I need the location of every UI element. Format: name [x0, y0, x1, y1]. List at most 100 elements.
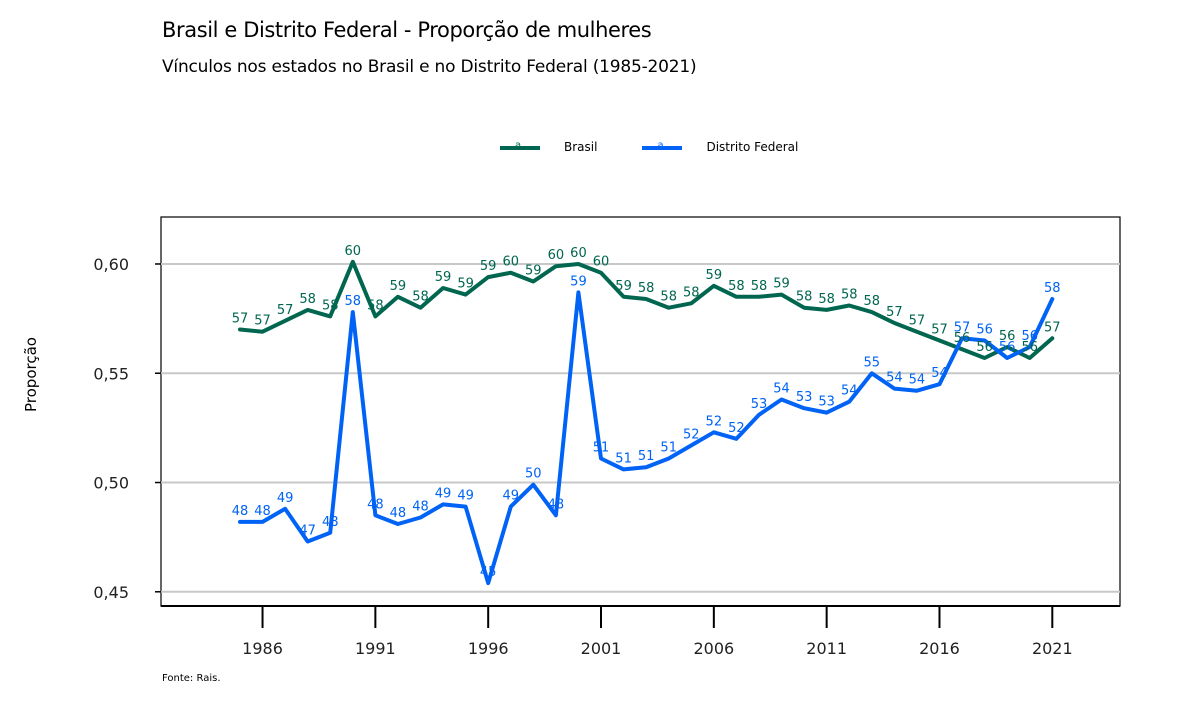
data-label-brasil: 59 [480, 259, 497, 274]
data-label-brasil: 59 [706, 268, 723, 283]
data-label-distrito-federal: 48 [367, 497, 384, 512]
data-label-brasil: 60 [570, 246, 587, 261]
x-tick-label: 2016 [919, 639, 960, 658]
data-label-brasil: 59 [525, 263, 542, 278]
data-label-distrito-federal: 48 [412, 499, 429, 514]
data-label-distrito-federal: 49 [502, 489, 519, 504]
data-label-distrito-federal: 47 [299, 524, 316, 539]
data-label-distrito-federal: 54 [931, 366, 948, 381]
data-label-distrito-federal: 52 [728, 421, 745, 436]
data-label-brasil: 58 [751, 279, 768, 294]
x-tick-label: 2006 [693, 639, 734, 658]
data-label-brasil: 58 [818, 292, 835, 307]
legend-item-distrito-federal: a Distrito Federal [642, 140, 798, 154]
data-label-brasil: 56 [999, 329, 1016, 344]
data-label-distrito-federal: 48 [232, 504, 249, 519]
data-label-distrito-federal: 53 [818, 395, 835, 410]
data-label-brasil: 57 [277, 303, 294, 318]
series-line-brasil [238, 259, 1055, 360]
data-label-brasil: 57 [1044, 320, 1061, 335]
data-label-brasil: 60 [502, 255, 519, 270]
data-label-brasil: 57 [886, 305, 903, 320]
data-label-distrito-federal: 49 [435, 486, 452, 501]
data-label-brasil: 60 [345, 244, 362, 259]
data-label-brasil: 58 [299, 292, 316, 307]
data-label-distrito-federal: 55 [864, 355, 881, 370]
data-label-distrito-federal: 48 [548, 497, 565, 512]
y-tick-label: 0,45 [93, 583, 129, 602]
data-label-brasil: 59 [435, 270, 452, 285]
plot-frame [160, 216, 1121, 607]
data-label-distrito-federal: 56 [976, 322, 993, 337]
data-label-distrito-federal: 54 [886, 371, 903, 386]
data-label-brasil: 59 [615, 279, 632, 294]
data-label-brasil: 58 [796, 290, 813, 305]
data-label-brasil: 56 [954, 331, 971, 346]
data-label-brasil: 58 [841, 288, 858, 303]
source-note: Fonte: Rais. [162, 673, 221, 684]
x-tick-label: 2001 [581, 639, 622, 658]
legend-item-brasil: a Brasil [500, 140, 597, 154]
data-label-distrito-federal: 58 [345, 294, 362, 309]
data-label-brasil: 58 [728, 279, 745, 294]
data-label-distrito-federal: 45 [480, 565, 497, 580]
data-label-brasil: 56 [976, 340, 993, 355]
data-label-brasil: 57 [232, 312, 249, 327]
y-tick-label: 0,55 [93, 364, 129, 383]
data-label-distrito-federal: 48 [390, 506, 407, 521]
data-label-distrito-federal: 52 [706, 414, 723, 429]
data-label-brasil: 58 [864, 294, 881, 309]
data-label-distrito-federal: 53 [751, 397, 768, 412]
data-label-distrito-federal: 59 [570, 274, 587, 289]
data-label-brasil: 59 [390, 279, 407, 294]
data-label-distrito-federal: 49 [457, 489, 474, 504]
x-tick-label: 1991 [355, 639, 396, 658]
legend-label-brasil: Brasil [564, 140, 598, 154]
y-tick-label: 0,50 [93, 474, 129, 493]
x-tick-label: 2021 [1032, 639, 1073, 658]
data-label-distrito-federal: 57 [954, 320, 971, 335]
data-label-brasil: 60 [548, 248, 565, 263]
x-tick-label: 1996 [468, 639, 509, 658]
data-label-distrito-federal: 52 [683, 427, 700, 442]
data-label-brasil: 57 [931, 322, 948, 337]
data-label-distrito-federal: 48 [322, 515, 339, 530]
legend: a Brasil a Distrito Federal [500, 140, 843, 154]
data-label-distrito-federal: 54 [909, 373, 926, 388]
data-label-distrito-federal: 51 [615, 451, 632, 466]
data-label-brasil: 58 [367, 298, 384, 313]
data-label-brasil: 57 [254, 314, 271, 329]
data-label-brasil: 58 [638, 281, 655, 296]
data-label-brasil: 58 [322, 298, 339, 313]
data-label-brasil: 57 [909, 314, 926, 329]
x-tick-label: 1986 [242, 639, 283, 658]
data-label-distrito-federal: 58 [1044, 281, 1061, 296]
data-label-distrito-federal: 51 [638, 449, 655, 464]
legend-key-brasil: a [500, 140, 540, 154]
data-label-brasil: 59 [773, 277, 790, 292]
data-label-distrito-federal: 49 [277, 491, 294, 506]
chart-title: Brasil e Distrito Federal - Proporção de… [162, 18, 652, 42]
data-label-brasil: 58 [412, 290, 429, 305]
series-line-distrito-federal [238, 290, 1055, 586]
data-label-brasil: 58 [660, 290, 677, 305]
data-label-brasil: 60 [593, 255, 610, 270]
chart-subtitle: Vínculos nos estados no Brasil e no Dist… [162, 57, 697, 77]
data-label-distrito-federal: 54 [773, 381, 790, 396]
data-label-distrito-federal: 50 [525, 467, 542, 482]
data-label-distrito-federal: 56 [999, 340, 1016, 355]
data-label-brasil: 58 [683, 285, 700, 300]
x-tick-label: 2011 [806, 639, 847, 658]
data-label-distrito-federal: 54 [841, 384, 858, 399]
y-tick-label: 0,60 [93, 255, 129, 274]
data-label-distrito-federal: 53 [796, 390, 813, 405]
legend-key-distrito-federal: a [642, 140, 683, 154]
data-label-distrito-federal: 51 [660, 440, 677, 455]
data-label-brasil: 56 [1021, 340, 1038, 355]
data-label-distrito-federal: 51 [593, 440, 610, 455]
legend-label-distrito-federal: Distrito Federal [706, 140, 799, 154]
data-label-brasil: 59 [457, 277, 474, 292]
data-label-distrito-federal: 48 [254, 504, 271, 519]
data-label-distrito-federal: 56 [1021, 329, 1038, 344]
